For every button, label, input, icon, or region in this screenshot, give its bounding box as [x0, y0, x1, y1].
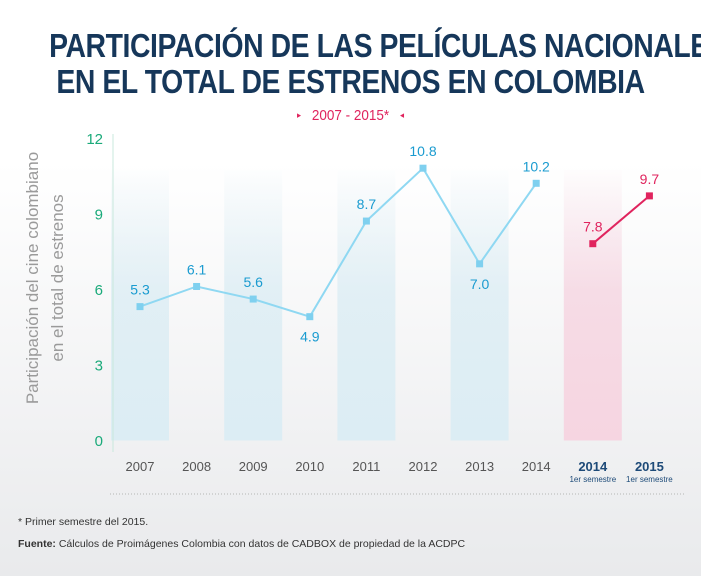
y-tick-label: 3: [95, 358, 103, 375]
y-tick-label: 9: [95, 207, 103, 224]
shaded-column: [563, 170, 622, 441]
x-tick-label: 2009: [239, 459, 268, 474]
data-point: [419, 164, 427, 172]
data-point: [306, 313, 314, 321]
footnote: * Primer semestre del 2015.: [18, 516, 149, 528]
data-label: 10.8: [409, 143, 436, 159]
chart-title: PARTICIPACIÓN DE LAS PELÍCULAS NACIONALE…: [49, 27, 701, 100]
data-label: 6.1: [187, 261, 207, 277]
data-point: [362, 217, 370, 225]
data-label: 4.9: [300, 329, 320, 345]
source-label: Fuente:: [18, 538, 56, 550]
data-label: 8.7: [357, 196, 377, 212]
shaded-column: [337, 170, 396, 441]
series-line: [139, 166, 538, 318]
data-label: 5.3: [130, 282, 150, 298]
chart-subtitle: ▸ 2007 - 2015* ◂: [35, 107, 666, 124]
y-tick-label: 0: [95, 433, 103, 450]
x-tick-label: 2015: [635, 459, 664, 474]
data-label: 5.6: [243, 274, 263, 290]
subtitle-text: 2007 - 2015*: [311, 107, 390, 124]
shaded-column: [450, 170, 509, 441]
x-tick-label: 2012: [409, 459, 438, 474]
data-point: [193, 282, 201, 290]
x-tick-note: 1er semestre: [569, 475, 616, 484]
x-tick-label: 2014: [522, 459, 551, 474]
data-label: 7.0: [470, 276, 490, 292]
data-label: 9.7: [640, 171, 660, 187]
data-point: [249, 295, 257, 303]
title-line-2: EN EL TOTAL DE ESTRENOS EN COLOMBIA: [56, 63, 645, 100]
data-label: 10.2: [523, 158, 550, 174]
data-point: [645, 192, 653, 200]
triangle-right-icon: ▸: [296, 110, 302, 120]
x-tick-label: 2008: [182, 459, 211, 474]
x-tick-label: 2011: [352, 459, 380, 474]
y-tick-label: 6: [95, 282, 103, 299]
data-point: [476, 260, 484, 268]
x-tick-label: 2013: [465, 459, 494, 474]
y-tick-label: 12: [86, 131, 103, 148]
x-tick-label: 2007: [126, 459, 155, 474]
title-line-1: PARTICIPACIÓN DE LAS PELÍCULAS NACIONALE…: [49, 27, 701, 64]
series-line: [592, 195, 651, 245]
y-axis-label-line-1: Participación del cine colombiano: [23, 152, 42, 404]
data-point: [136, 303, 144, 311]
y-axis-label-line-2: en el total de estrenos: [48, 194, 67, 361]
x-tick-note: 1er semestre: [626, 475, 673, 484]
source-text: Cálculos de Proimágenes Colombia con dat…: [58, 538, 466, 550]
data-point: [589, 240, 597, 248]
x-tick-label: 2010: [295, 459, 324, 474]
source-note: Fuente: Cálculos de Proimágenes Colombia…: [18, 538, 465, 550]
x-tick-label: 2014: [578, 459, 608, 474]
triangle-left-icon: ◂: [399, 110, 405, 120]
data-point: [532, 179, 540, 187]
data-label: 7.8: [583, 219, 603, 235]
